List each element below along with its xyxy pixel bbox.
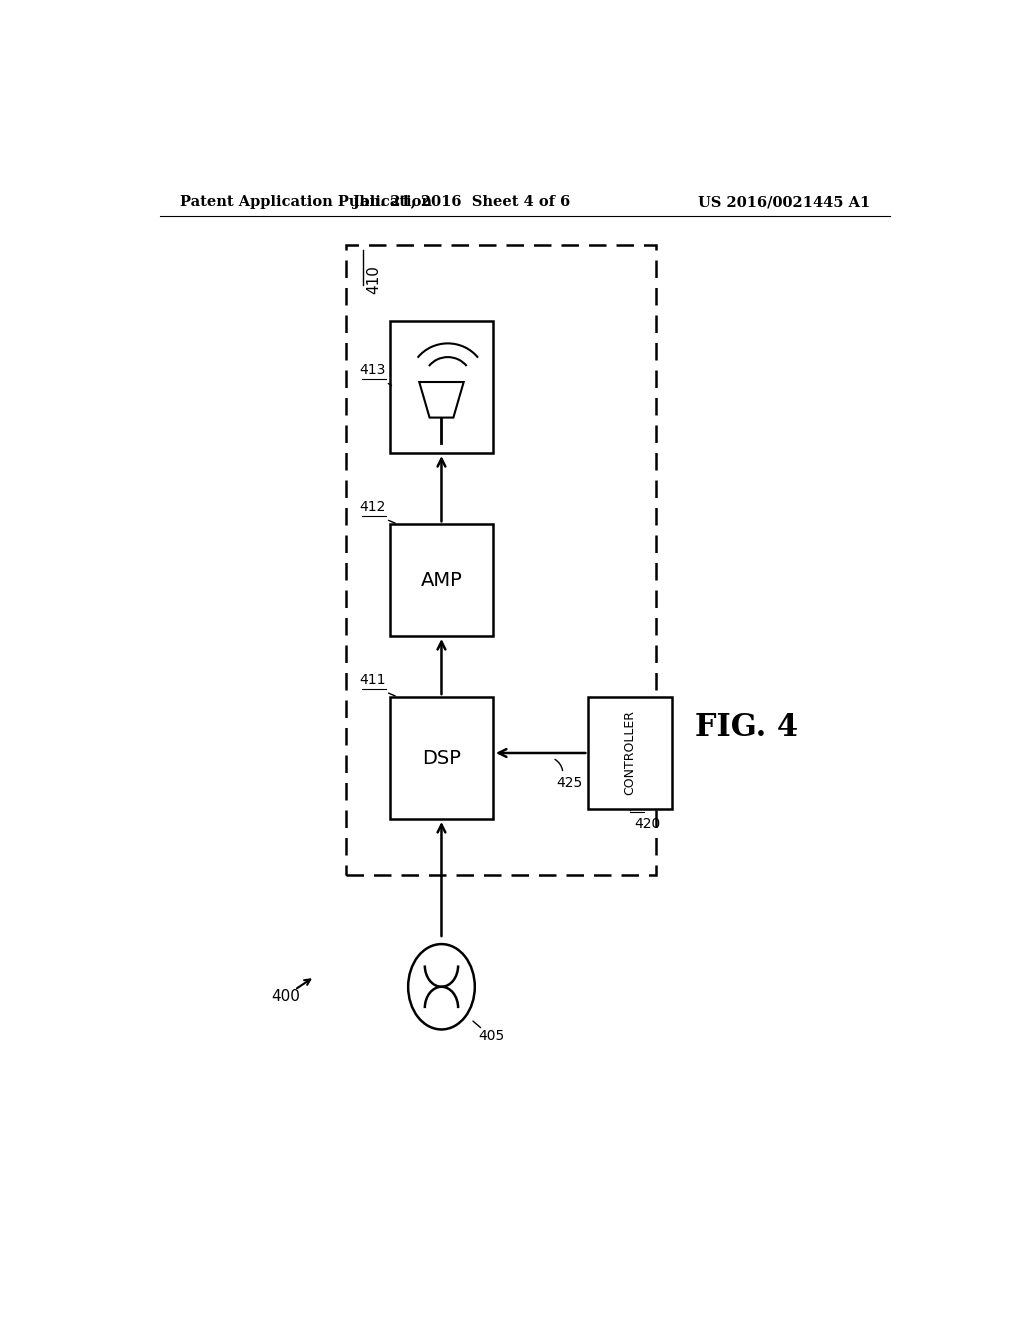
Text: Jan. 21, 2016  Sheet 4 of 6: Jan. 21, 2016 Sheet 4 of 6 — [352, 195, 570, 209]
Text: DSP: DSP — [422, 748, 461, 767]
Text: CONTROLLER: CONTROLLER — [624, 710, 637, 796]
Text: 400: 400 — [270, 990, 300, 1005]
Text: 410: 410 — [367, 265, 381, 294]
Bar — [588, 697, 672, 809]
Text: 411: 411 — [359, 673, 386, 686]
Circle shape — [409, 944, 475, 1030]
Text: Patent Application Publication: Patent Application Publication — [179, 195, 431, 209]
Text: AMP: AMP — [421, 570, 463, 590]
Text: 413: 413 — [359, 363, 386, 378]
Text: 420: 420 — [634, 817, 660, 832]
Bar — [346, 244, 655, 875]
Text: 425: 425 — [557, 776, 583, 791]
Bar — [390, 697, 494, 818]
Text: 412: 412 — [359, 500, 386, 515]
Text: US 2016/0021445 A1: US 2016/0021445 A1 — [697, 195, 870, 209]
Text: 405: 405 — [479, 1030, 505, 1043]
Bar — [390, 321, 494, 453]
Text: FIG. 4: FIG. 4 — [695, 711, 799, 743]
Bar — [390, 524, 494, 636]
Polygon shape — [419, 381, 464, 417]
